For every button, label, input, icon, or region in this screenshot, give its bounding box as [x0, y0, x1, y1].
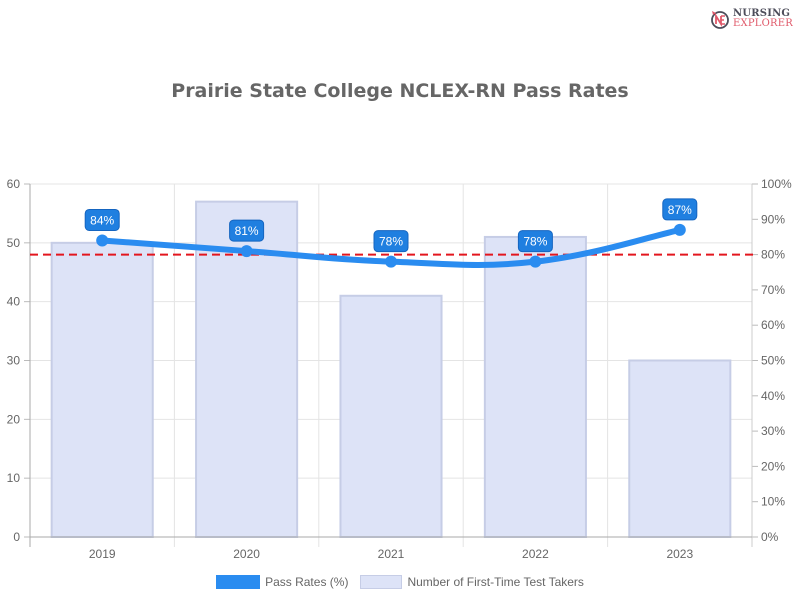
data-label-2023: 87%	[662, 198, 698, 221]
data-point-2021	[385, 255, 397, 268]
axes	[24, 183, 758, 547]
bar-2021	[339, 294, 443, 538]
y-right-tick-label: 80%	[761, 248, 785, 262]
data-label-bg	[229, 219, 265, 242]
y-right-tick-label: 70%	[761, 283, 785, 297]
data-label-2021: 78%	[373, 230, 409, 253]
chart-title: Prairie State College NCLEX-RN Pass Rate…	[171, 80, 629, 102]
y-right-tick-label: 40%	[761, 389, 785, 403]
y-left-tick-label: 50	[7, 236, 21, 250]
data-label-bg	[373, 230, 409, 253]
data-label-2020: 81%	[229, 219, 265, 242]
bar-2019	[50, 241, 154, 538]
data-label-text: 78%	[379, 235, 403, 249]
y-right-tick-label: 10%	[761, 495, 785, 509]
data-label-2019: 84%	[84, 208, 120, 231]
bar-2022	[483, 235, 587, 538]
x-tick-label: 2019	[89, 547, 116, 561]
y-left-tick-label: 30	[7, 354, 21, 368]
y-right-tick-label: 20%	[761, 459, 785, 473]
data-label-bg	[662, 198, 698, 221]
data-label-2022: 78%	[517, 230, 553, 253]
legend-item-test-takers[interactable]: Number of First-Time Test Takers	[360, 575, 584, 589]
y-left-tick-label: 60	[7, 177, 21, 191]
data-point-2020	[240, 245, 253, 258]
axis-tick-labels: 0 10 20 30 40 50 60 0% 10% 20% 30% 40% 50% 60% 70% 80% 9…	[7, 177, 792, 561]
data-label-bg	[517, 230, 553, 253]
y-right-tick-label: 30%	[761, 424, 785, 438]
y-right-tick-label: 50%	[761, 354, 785, 368]
bar-2023	[628, 359, 732, 538]
y-left-tick-label: 20	[7, 412, 21, 426]
nursing-explorer-logo-icon	[711, 11, 729, 29]
logo-text-line1: NURSING	[733, 8, 791, 19]
y-right-tick-label: 100%	[761, 177, 792, 191]
y-left-tick-label: 0	[13, 530, 20, 544]
data-point-2019	[96, 234, 109, 247]
y-right-tick-label: 90%	[761, 212, 785, 226]
y-left-tick-label: 40	[7, 295, 21, 309]
nursing-explorer-logo[interactable]: NURSING EXPLORER	[710, 9, 793, 29]
x-tick-label: 2021	[378, 547, 405, 561]
y-right-tick-label: 60%	[761, 318, 785, 332]
logo-text-line2: EXPLORER	[733, 18, 793, 29]
x-tick-label: 2022	[522, 547, 549, 561]
data-point-2022	[529, 255, 542, 268]
legend-swatch-bar	[360, 575, 403, 589]
y-right-tick-label: 0%	[761, 530, 779, 544]
data-label-bg	[84, 208, 120, 231]
legend: Pass Rates (%) Number of First-Time Test…	[0, 575, 800, 589]
pass-rate-points: 84% 81% 78% 78% 87%	[84, 198, 698, 268]
data-label-text: 87%	[668, 203, 692, 217]
x-tick-label: 2023	[666, 547, 693, 561]
legend-item-pass-rates[interactable]: Pass Rates (%)	[216, 575, 348, 589]
legend-label: Number of First-Time Test Takers	[407, 575, 584, 589]
x-tick-label: 2020	[233, 547, 260, 561]
data-label-text: 78%	[523, 235, 547, 249]
legend-swatch-line	[216, 575, 261, 589]
data-label-text: 81%	[235, 224, 259, 238]
legend-label: Pass Rates (%)	[265, 575, 349, 589]
data-label-text: 84%	[90, 213, 114, 227]
y-left-tick-label: 10	[7, 471, 21, 485]
data-point-2023	[673, 223, 686, 236]
